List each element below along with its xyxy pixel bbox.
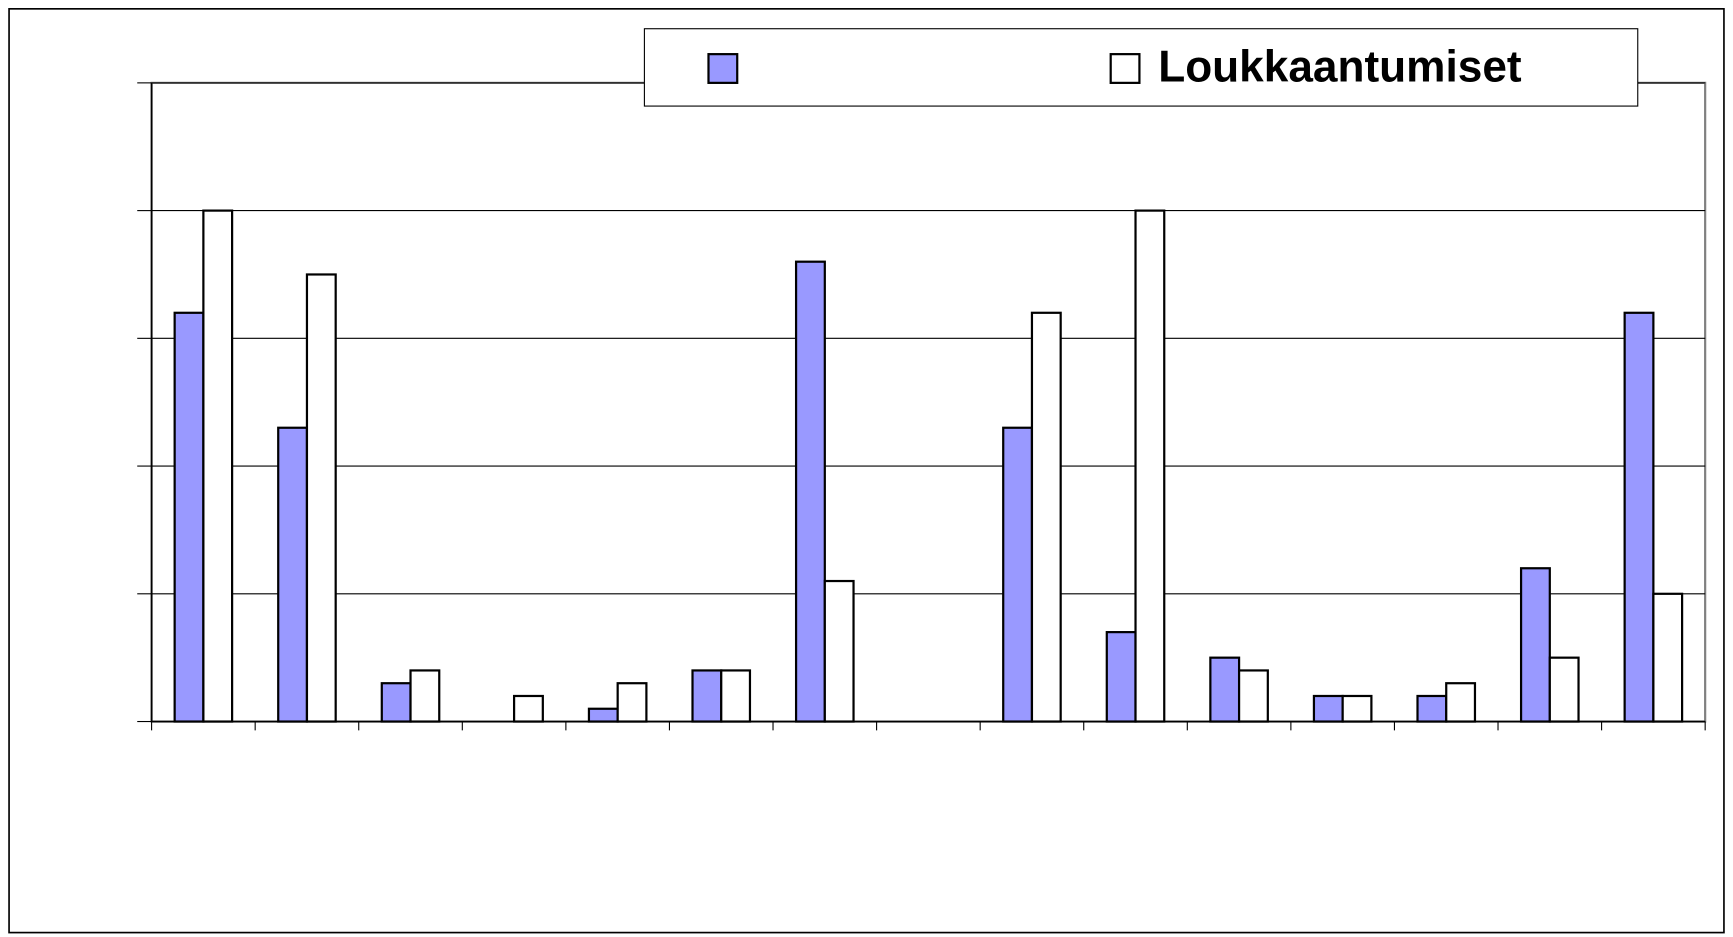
bar — [1134, 209, 1166, 723]
legend-box — [643, 28, 1639, 107]
bar — [1237, 669, 1269, 723]
bar — [1445, 682, 1477, 723]
bar — [1652, 592, 1684, 723]
legend-label: Loukkaantumiset — [1158, 42, 1522, 91]
bar — [202, 209, 234, 723]
bar — [1030, 311, 1062, 723]
bar — [1209, 656, 1241, 723]
bar — [587, 707, 619, 723]
bar — [512, 694, 544, 723]
bar — [616, 682, 648, 723]
bar — [1416, 694, 1448, 723]
bar — [1623, 311, 1655, 723]
legend-swatch — [1109, 53, 1141, 84]
bar — [380, 682, 412, 723]
bar — [1341, 694, 1373, 723]
legend-swatch — [707, 53, 739, 84]
bar — [1312, 694, 1344, 723]
plot-area — [150, 81, 1707, 723]
bar — [277, 426, 309, 723]
bar — [823, 579, 855, 723]
bar — [1548, 656, 1580, 723]
bar — [720, 669, 752, 723]
bar — [1002, 426, 1034, 723]
bar — [794, 260, 826, 723]
bar — [691, 669, 723, 723]
bar — [1105, 631, 1137, 723]
bar — [305, 273, 337, 723]
bar — [409, 669, 441, 723]
bar — [1519, 567, 1551, 723]
bar — [173, 311, 205, 723]
